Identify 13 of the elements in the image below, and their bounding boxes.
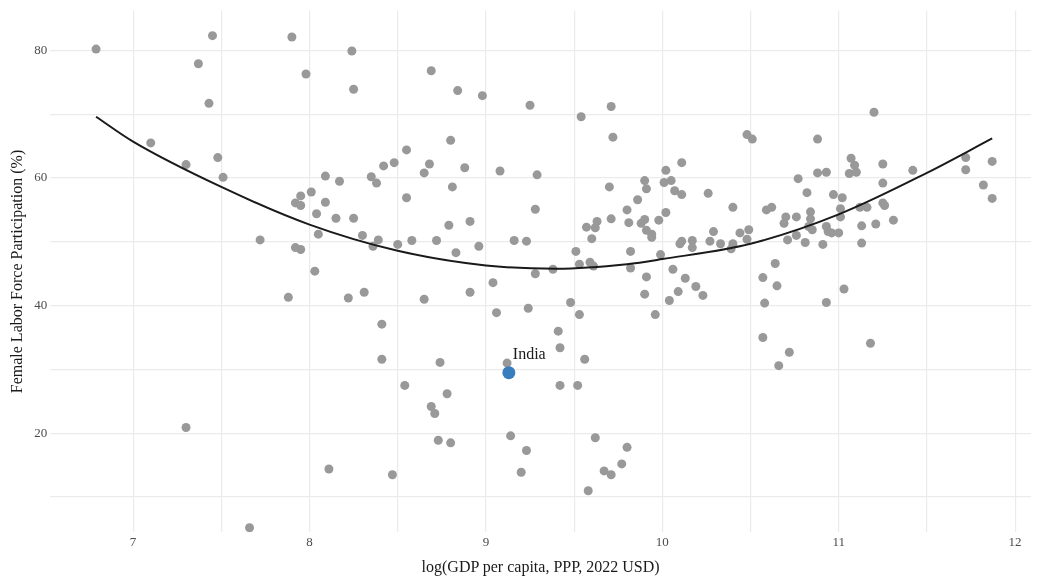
x-tick-label: 8 bbox=[306, 534, 313, 550]
x-tick-label: 7 bbox=[129, 534, 137, 550]
annotation: India bbox=[512, 344, 546, 362]
y-tick-label: 20 bbox=[34, 424, 48, 440]
x-tick-label: 11 bbox=[832, 534, 845, 550]
y-tick-label: 60 bbox=[34, 169, 48, 185]
x-tick-label: 12 bbox=[1008, 534, 1022, 550]
y-axis-title: Female Labor Force Participation (%) bbox=[7, 149, 26, 394]
x-tick-label: 10 bbox=[655, 534, 669, 550]
y-tick-label: 40 bbox=[34, 297, 48, 313]
x-axis-title: log(GDP per capita, PPP, 2022 USD) bbox=[421, 557, 660, 576]
y-tick-label: 80 bbox=[34, 41, 48, 57]
x-tick-label: 9 bbox=[482, 534, 490, 550]
